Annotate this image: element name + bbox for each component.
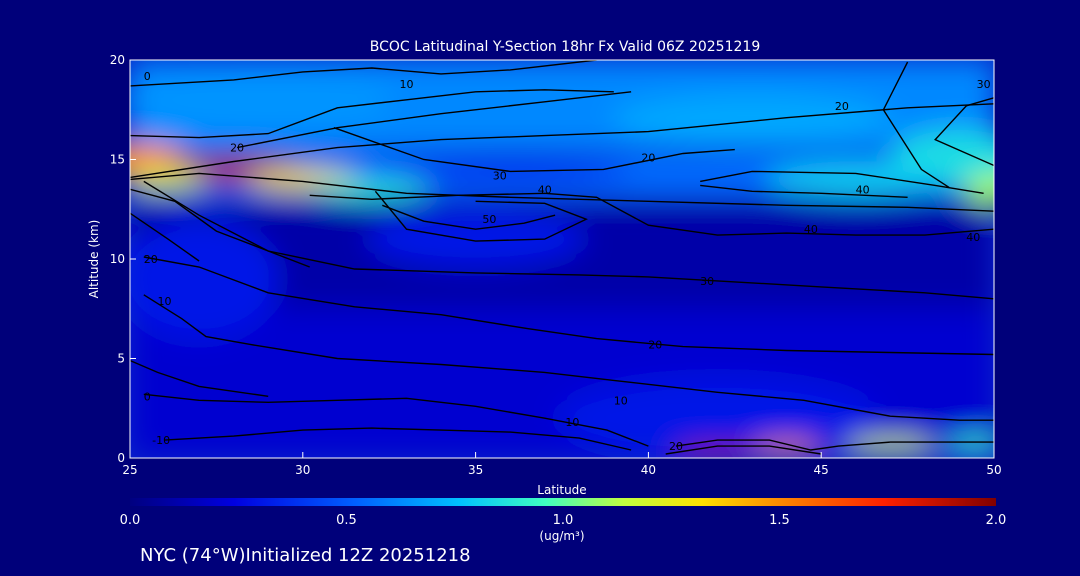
field-cell xyxy=(130,218,280,339)
contour-line xyxy=(309,192,994,236)
contour-line xyxy=(382,204,556,230)
contour-label: 0 xyxy=(144,70,151,83)
contour-label: 10 xyxy=(158,295,172,308)
colorbar-tick-label: 1.5 xyxy=(769,513,790,528)
contour-line xyxy=(130,212,200,262)
field-cell xyxy=(380,73,641,126)
contour-line xyxy=(374,190,588,242)
field-cell xyxy=(845,439,936,454)
contour-label: 20 xyxy=(835,100,849,113)
contour-line xyxy=(143,294,994,421)
contour-line xyxy=(143,180,994,300)
colorbar-tick-label: 2.0 xyxy=(986,513,1007,528)
contour-line xyxy=(130,60,597,87)
contour-label: 40 xyxy=(804,223,818,236)
field-cell xyxy=(365,211,586,268)
contour-line xyxy=(333,127,735,173)
field-cell xyxy=(130,71,419,128)
y-tick-label: 15 xyxy=(110,153,125,167)
contour-line xyxy=(130,103,994,179)
colorbar-tick-label: 1.0 xyxy=(553,513,574,528)
field-cell xyxy=(964,173,994,206)
field-cell xyxy=(765,161,946,198)
x-tick-label: 40 xyxy=(641,463,656,477)
chart-title: BCOC Latitudinal Y-Section 18hr Fx Valid… xyxy=(370,39,760,55)
field-cell xyxy=(612,93,893,146)
contour-line xyxy=(882,61,950,188)
x-tick-label: 35 xyxy=(468,463,483,477)
contour-label: 30 xyxy=(493,169,507,182)
colorbar-tick-label: 0.5 xyxy=(336,513,357,528)
contour-line xyxy=(164,427,632,451)
contour-label: 20 xyxy=(648,339,662,352)
contour-label: -10 xyxy=(152,434,170,447)
contour-line xyxy=(130,89,614,139)
contour-label: 20 xyxy=(144,253,158,266)
x-tick-label: 25 xyxy=(122,463,137,477)
contour-label: 40 xyxy=(966,231,980,244)
y-tick-label: 20 xyxy=(110,53,125,67)
y-tick-label: 10 xyxy=(110,252,125,266)
colorbar xyxy=(130,498,996,506)
contour-line xyxy=(934,97,994,167)
x-tick-label: 30 xyxy=(295,463,310,477)
contour-line xyxy=(130,172,994,212)
contour-label: 20 xyxy=(669,440,683,453)
field-cell xyxy=(557,378,878,458)
x-axis-label: Latitude xyxy=(537,483,586,497)
contour-line xyxy=(700,184,908,198)
contour-label: 30 xyxy=(700,275,714,288)
contour-label: 40 xyxy=(856,183,870,196)
x-tick-label: 45 xyxy=(814,463,829,477)
field-cell xyxy=(130,308,994,458)
y-axis-label: Altitude (km) xyxy=(87,220,101,299)
contour-label: 50 xyxy=(482,213,496,226)
contour-line xyxy=(700,170,984,194)
plot-area: 10 20 0 20 10 20 30 40 40 40 40 20 30 50 30 20 10 20 10 0 -1… xyxy=(130,60,994,458)
contour-label: 10 xyxy=(565,416,579,429)
contour-label: 10 xyxy=(614,394,628,407)
contour-line xyxy=(675,439,994,451)
contour-label: 30 xyxy=(977,78,991,91)
contour-line xyxy=(130,359,269,397)
contour-label: 20 xyxy=(230,142,244,155)
contour-label: 0 xyxy=(144,390,151,403)
contour-label: 20 xyxy=(641,152,655,165)
contour-label: 40 xyxy=(538,183,552,196)
field-cell xyxy=(946,437,994,452)
contour-line xyxy=(665,445,822,455)
colorbar-unit-label: (ug/m³) xyxy=(539,529,584,543)
contour-line xyxy=(130,188,310,268)
colorbar-tick-label: 0.0 xyxy=(120,513,141,528)
y-tick-label: 0 xyxy=(117,451,125,465)
contour-line xyxy=(143,393,649,447)
contour-line xyxy=(236,91,632,149)
x-tick-label: 50 xyxy=(986,463,1001,477)
y-tick-label: 5 xyxy=(117,352,125,366)
location-init-label: NYC (74°W)Initialized 12Z 20251218 xyxy=(140,545,471,566)
field-cell xyxy=(672,447,763,458)
contour-label: 10 xyxy=(399,78,413,91)
contour-line xyxy=(143,256,994,356)
